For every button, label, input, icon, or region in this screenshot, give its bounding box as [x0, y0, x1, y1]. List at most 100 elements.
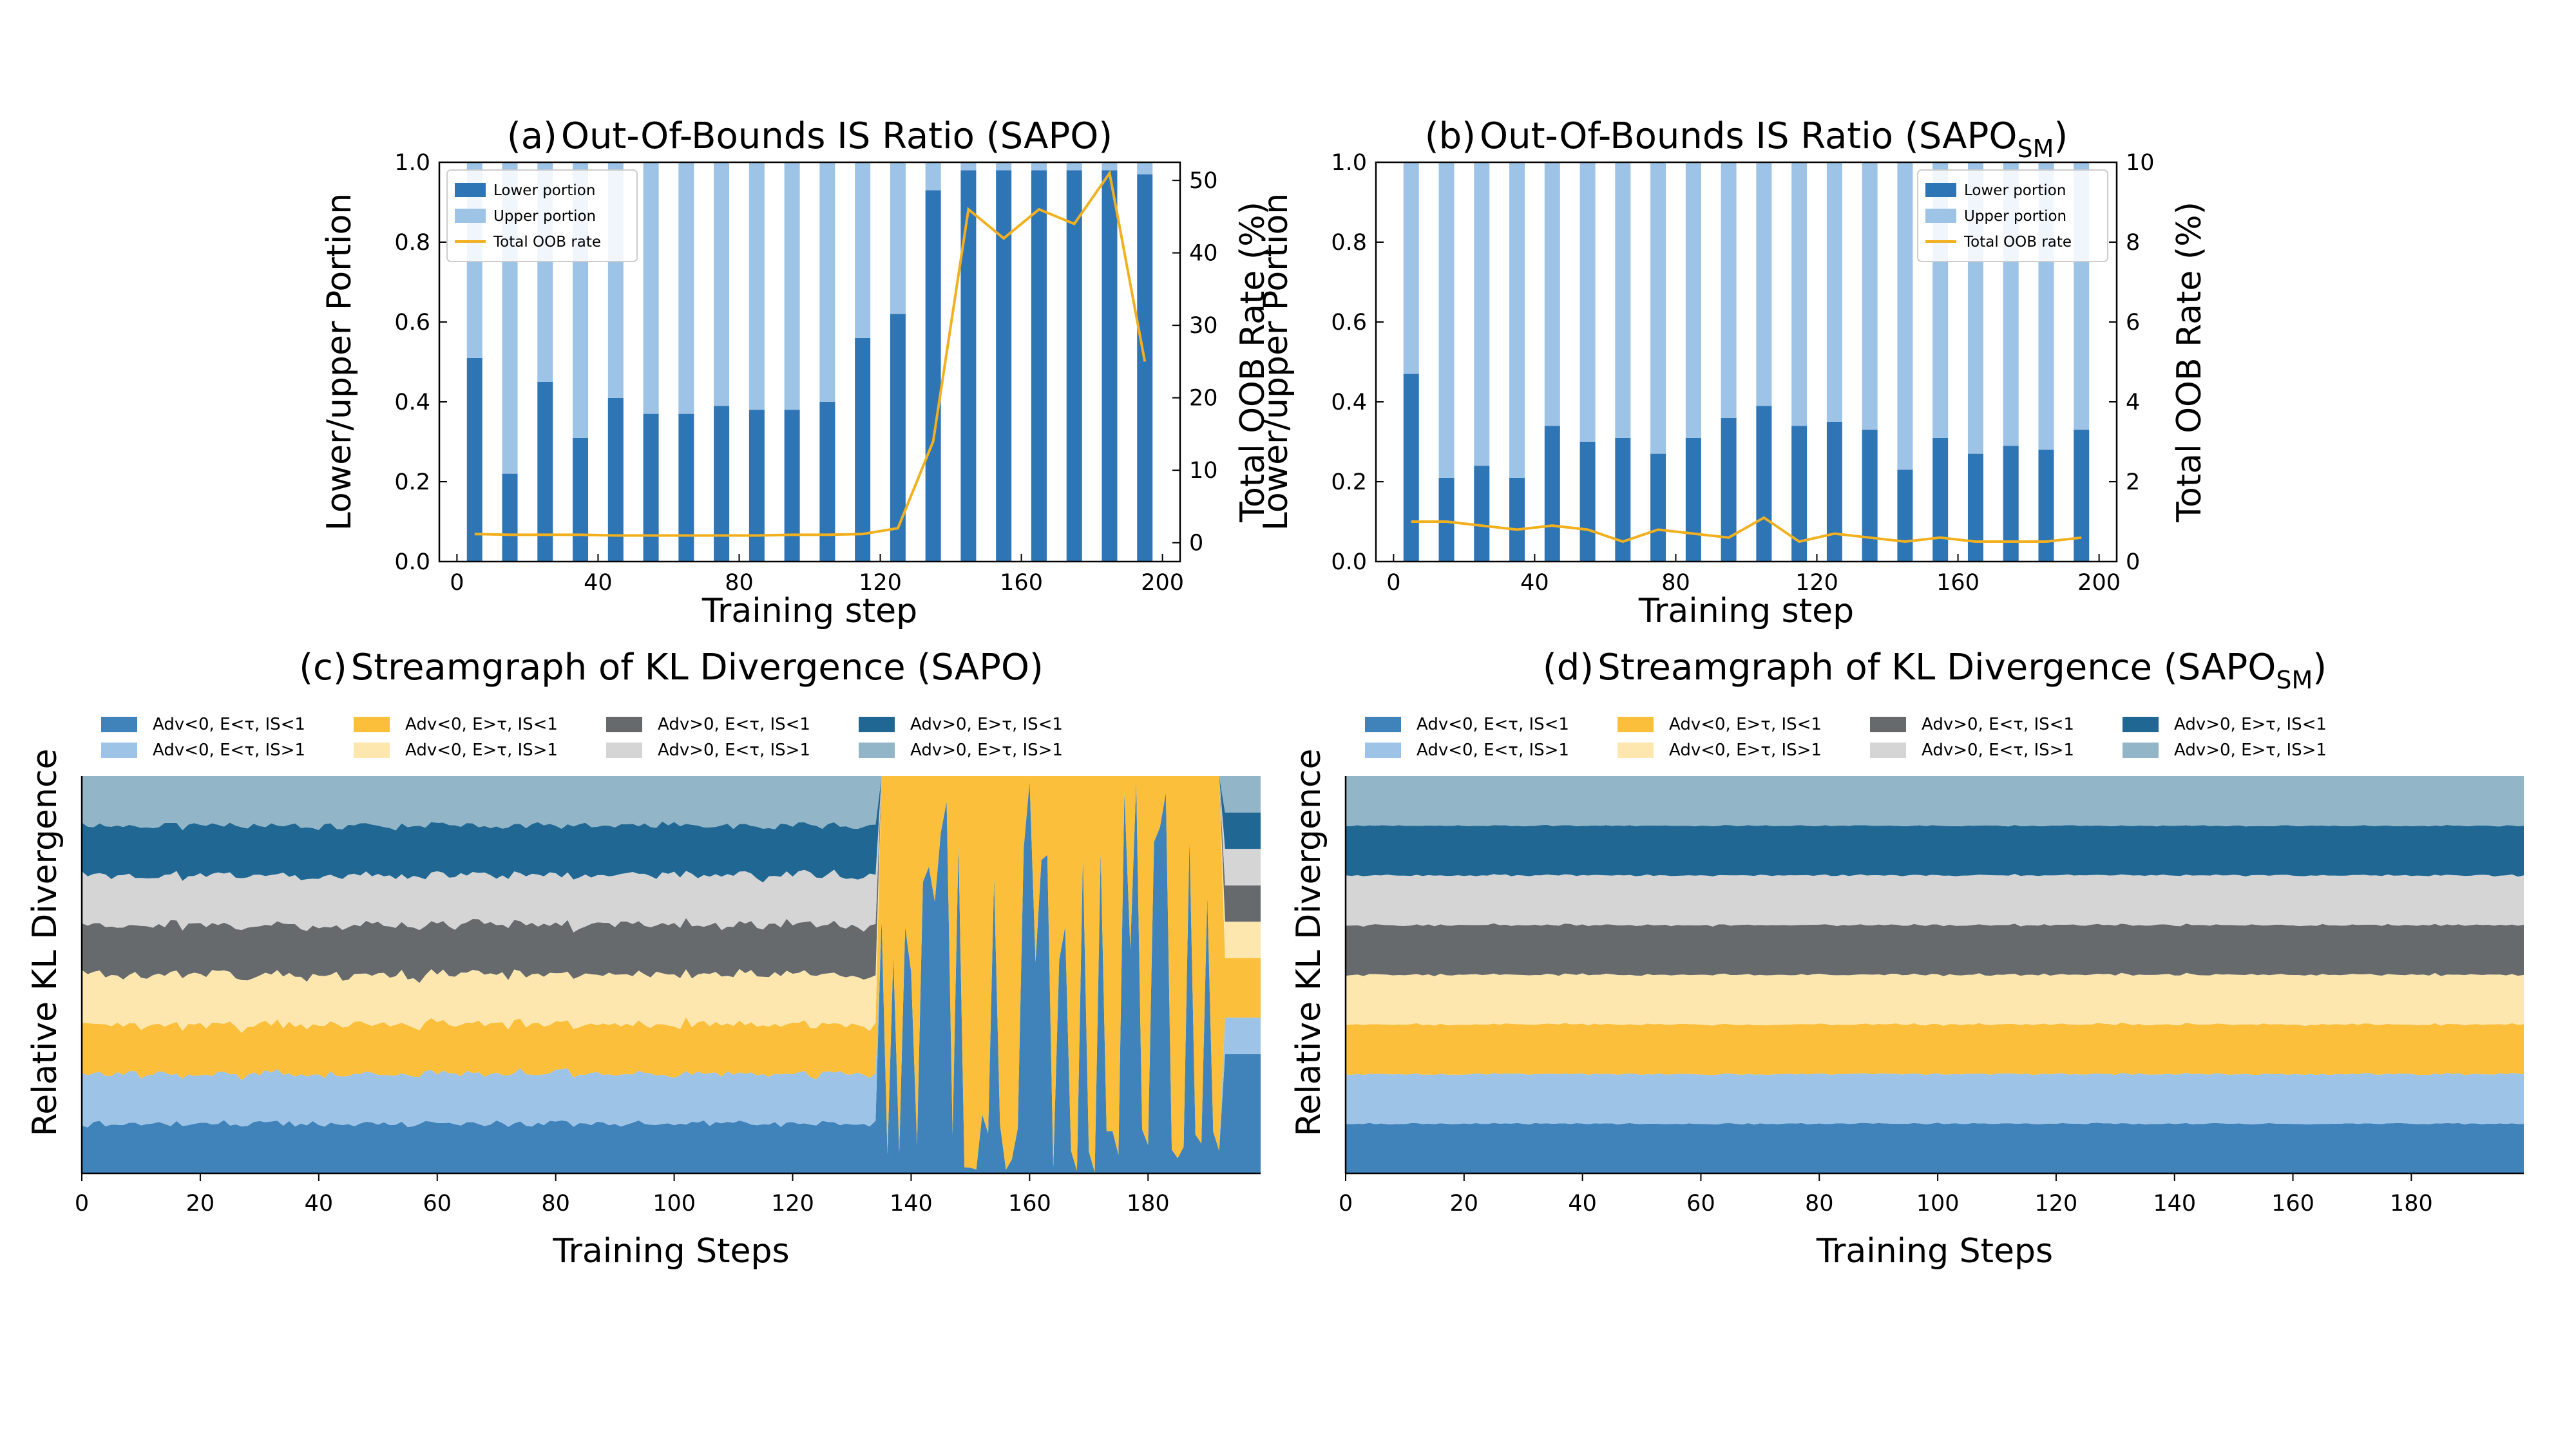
y2-tick-label: 10 [2126, 150, 2155, 176]
x-tick-label: 40 [584, 570, 613, 596]
legend-swatch [1870, 743, 1906, 758]
x-tick-label: 60 [1686, 1191, 1715, 1217]
panel-a: 0 40 80 120 160 200 0.0 0.2 0.4 0.6 0.8 1.0 0 10 20 30 4… [320, 115, 1272, 630]
stream-band [82, 781, 1261, 1173]
bar-upper [1137, 162, 1153, 175]
stream-band [82, 776, 1261, 831]
panel-label: (b) [1425, 115, 1476, 157]
x-axis-label: Training step [701, 592, 917, 630]
stream-band [1346, 1072, 2524, 1125]
stream-band [82, 776, 1261, 883]
bar-lower [855, 337, 871, 562]
y2-axis-label: Total OOB Rate (%) [2170, 202, 2209, 523]
y2-tick-label: 6 [2126, 310, 2140, 336]
stream-band [82, 776, 1261, 1033]
x-tick-label: 20 [186, 1191, 215, 1217]
x-axis-label: Training step [1638, 592, 1854, 630]
legend-swatch [2123, 717, 2159, 732]
legend-entry: Adv<0, E<τ, IS>1 [1417, 741, 1569, 760]
bar-lower [1438, 477, 1455, 562]
y2-tick-label: 10 [1189, 458, 1218, 484]
y-tick-label: 0.8 [394, 230, 430, 256]
bar-upper [996, 162, 1012, 171]
title-text: Streamgraph of KL Divergence (SAPO) [351, 647, 1044, 688]
legend-entry: Adv<0, E>τ, IS<1 [1669, 715, 1822, 734]
stream-band [1346, 824, 2524, 877]
x-tick-label: 20 [1450, 1191, 1479, 1217]
x-tick-label: 40 [305, 1191, 334, 1217]
title-text: Out-Of-Bounds IS Ratio (SAPO) [561, 115, 1112, 157]
y-tick-label: 0.2 [394, 469, 430, 495]
title-text: Out-Of-Bounds IS Ratio (SAPO [1480, 115, 2017, 157]
bar-lower [466, 357, 482, 562]
bar-upper [1862, 162, 1878, 430]
bar-upper [1544, 162, 1560, 426]
y-tick-label: 0.8 [1331, 230, 1367, 256]
legend-entry: Adv>0, E>τ, IS>1 [2174, 741, 2327, 760]
y-axis-label: Lower/upper Portion [320, 193, 359, 531]
x-tick-label: 120 [2035, 1191, 2078, 1217]
legend-swatch [101, 743, 137, 758]
y-tick-label: 1.0 [394, 150, 430, 176]
bar-upper [1509, 162, 1525, 478]
bar-lower [1102, 170, 1118, 562]
x-tick-label: 200 [2077, 570, 2121, 596]
x-tick-label: 40 [1568, 1191, 1597, 1217]
x-tick-label: 80 [725, 570, 754, 596]
legend-swatch [1617, 743, 1654, 758]
x-tick-label: 140 [890, 1191, 933, 1217]
legend-entry: Adv>0, E<τ, IS>1 [658, 741, 810, 760]
stream-band [1346, 874, 2524, 927]
legend-entry: Lower portion [493, 182, 595, 199]
legend-swatch [606, 743, 642, 758]
stream-band [1346, 972, 2524, 1026]
bar-upper [855, 162, 871, 338]
bar-lower [784, 410, 800, 562]
x-tick-label: 80 [541, 1191, 570, 1217]
y2-tick-label: 0 [1189, 531, 1203, 556]
bar-lower [1031, 170, 1047, 562]
stream-band [82, 776, 1261, 933]
y2-tick-label: 50 [1189, 168, 1218, 194]
stream-band [82, 776, 1261, 1173]
bar-lower [2003, 446, 2019, 562]
y2-tick-label: 20 [1189, 386, 1218, 412]
plot-frame [1375, 161, 2118, 563]
bar-lower [890, 314, 906, 562]
bar-upper [1721, 162, 1737, 418]
legend-swatch [354, 743, 390, 758]
bar-lower [749, 410, 765, 562]
bar-lower [1650, 453, 1666, 562]
legend: Adv<0, E<τ, IS<1 Adv<0, E<τ, IS>1 Adv<0, E… [101, 715, 1063, 760]
bar-upper [1031, 162, 1047, 171]
bar-upper [749, 162, 765, 410]
x-tick-label: 140 [2153, 1191, 2196, 1217]
bar-upper [714, 162, 730, 406]
y-tick-label: 0.6 [1331, 310, 1367, 336]
bar-upper [1102, 162, 1118, 171]
y-axis-label: Relative KL Divergence [26, 748, 64, 1136]
bar-lower [1932, 437, 1949, 562]
bar-lower [1967, 453, 1983, 562]
stream-band [82, 781, 1261, 1173]
bar-lower [1579, 442, 1596, 562]
bar-lower [925, 190, 941, 562]
legend-entry: Adv>0, E<τ, IS<1 [658, 715, 810, 734]
bar-lower [1474, 466, 1490, 562]
y2-tick-label: 4 [2126, 390, 2140, 415]
bar-lower [1509, 477, 1525, 562]
legend-entry: Adv<0, E<τ, IS<1 [1417, 715, 1569, 734]
bar-lower [1685, 437, 1701, 562]
bar-lower [1721, 417, 1737, 562]
bar-lower [607, 397, 624, 562]
legend-entry: Total OOB rate [1963, 234, 2072, 251]
panel-b: 0 40 80 120 160 200 0.0 0.2 0.4 0.6 0.8 1.0 0 2 4 6 8 10 T… [1257, 115, 2209, 630]
bar-lower [714, 406, 730, 562]
legend-entry: Upper portion [1964, 208, 2066, 225]
title-close: ) [2054, 115, 2068, 157]
legend-swatch [1617, 717, 1654, 732]
stream-band [1346, 1022, 2524, 1075]
x-tick-label: 180 [1127, 1191, 1170, 1217]
y-tick-label: 1.0 [1331, 150, 1367, 176]
